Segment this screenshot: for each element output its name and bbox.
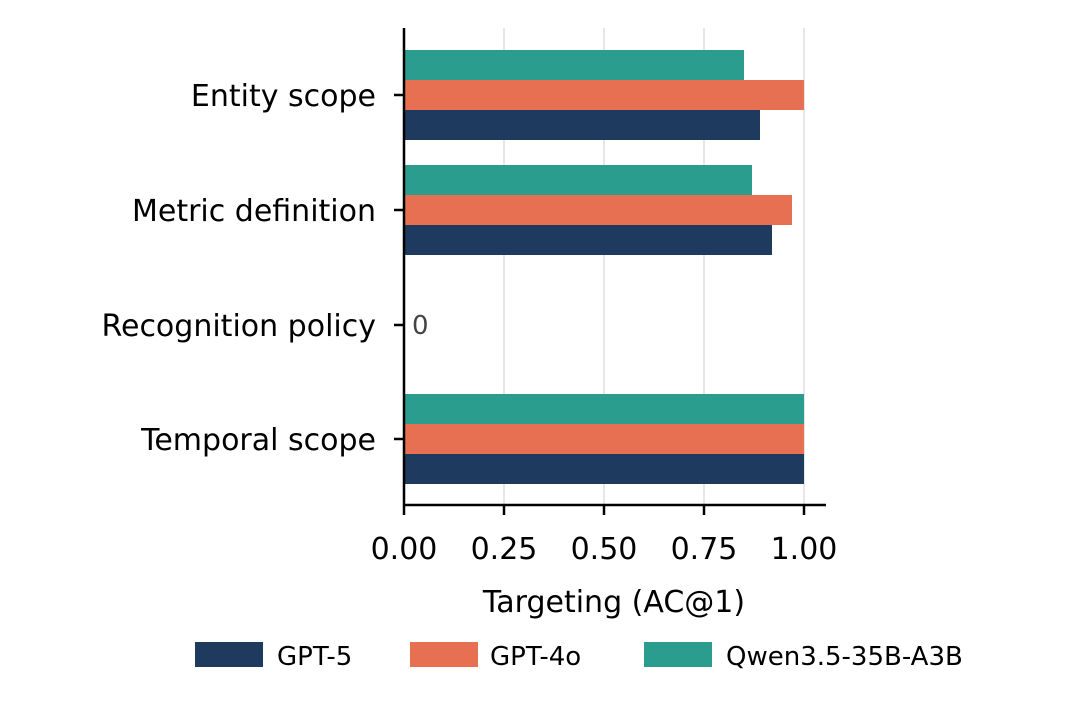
x-tick-label: 0.00 [371,532,438,567]
y-tick-label: Metric definition [132,194,376,229]
x-tick-label: 0.75 [671,532,738,567]
bar-metric-definition-gpt-4o [404,195,792,225]
legend-label: GPT-5 [277,642,352,672]
y-tick-label: Entity scope [191,79,376,114]
y-tick-label: Temporal scope [140,423,376,458]
y-tick-label: Recognition policy [101,309,376,344]
axes [402,28,826,507]
bar-entity-scope-qwen3-5-35b-a3b [404,50,744,80]
bars [404,50,804,484]
annotations: 0 [412,311,429,341]
bar-temporal-scope-qwen3-5-35b-a3b [404,394,804,424]
bar-temporal-scope-gpt-5 [404,454,804,484]
bar-metric-definition-qwen3-5-35b-a3b [404,165,752,195]
bar-entity-scope-gpt-4o [404,80,804,110]
y-tick-labels: Entity scope Metric definition Recognition… [101,79,404,458]
zero-value-label: 0 [412,311,429,341]
bar-temporal-scope-gpt-4o [404,424,804,454]
legend-swatch [644,642,712,667]
legend-label: GPT-4o [490,642,581,672]
x-tick-label: 0.25 [471,532,538,567]
legend-swatch [195,642,263,667]
x-tick-label: 1.00 [771,532,838,567]
legend: GPT-5 GPT-4o Qwen3.5-35B-A3B [195,642,963,672]
x-tick-label: 0.50 [571,532,638,567]
bar-metric-definition-gpt-5 [404,225,772,255]
bar-entity-scope-gpt-5 [404,110,760,140]
x-axis-title: Targeting (AC@1) [482,585,745,620]
legend-label: Qwen3.5-35B-A3B [726,642,963,672]
x-tick-labels: 0.00 0.25 0.50 0.75 1.00 [371,505,838,567]
legend-swatch [410,642,478,667]
